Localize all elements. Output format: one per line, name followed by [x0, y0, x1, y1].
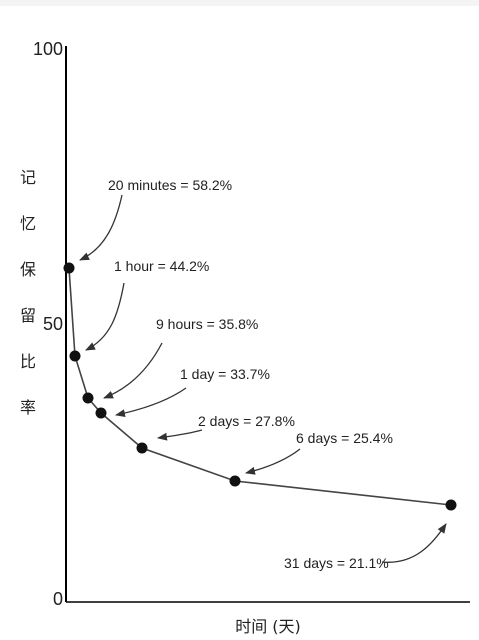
annotation-label-0: 20 minutes = 58.2%	[108, 177, 232, 193]
annotation-arrow-6	[381, 523, 447, 563]
annotation-label-6: 31 days = 21.1%	[284, 555, 389, 571]
annotation-arrow-1	[85, 282, 125, 351]
annotation-arrow-5	[245, 448, 301, 475]
y-tick-label-50: 50	[43, 314, 63, 334]
annotation-label-3: 1 day = 33.7%	[180, 366, 270, 382]
y-tick-label-0: 0	[53, 589, 63, 609]
data-point-0	[63, 262, 75, 274]
data-point-3	[95, 407, 107, 419]
annotation-arrow-2	[103, 342, 163, 399]
data-point-4	[136, 442, 148, 454]
annotation-label-2: 9 hours = 35.8%	[156, 316, 258, 332]
annotation-arrow-0	[79, 194, 123, 261]
y-axis-title: 记忆保留比率	[20, 168, 36, 417]
data-point-2	[82, 392, 94, 404]
y-tick-label-100: 100	[33, 39, 63, 59]
top-cropped-strip	[0, 0, 479, 6]
annotation-label-4: 2 days = 27.8%	[198, 413, 295, 429]
annotation-label-1: 1 hour = 44.2%	[114, 258, 209, 274]
data-point-5	[229, 475, 241, 487]
x-axis-title: 时间 (天)	[235, 617, 301, 636]
annotation-arrow-4	[157, 429, 203, 441]
annotation-label-5: 6 days = 25.4%	[296, 430, 393, 446]
annotation-arrow-3	[115, 387, 187, 418]
data-point-1	[69, 350, 81, 362]
data-point-6	[445, 499, 457, 511]
